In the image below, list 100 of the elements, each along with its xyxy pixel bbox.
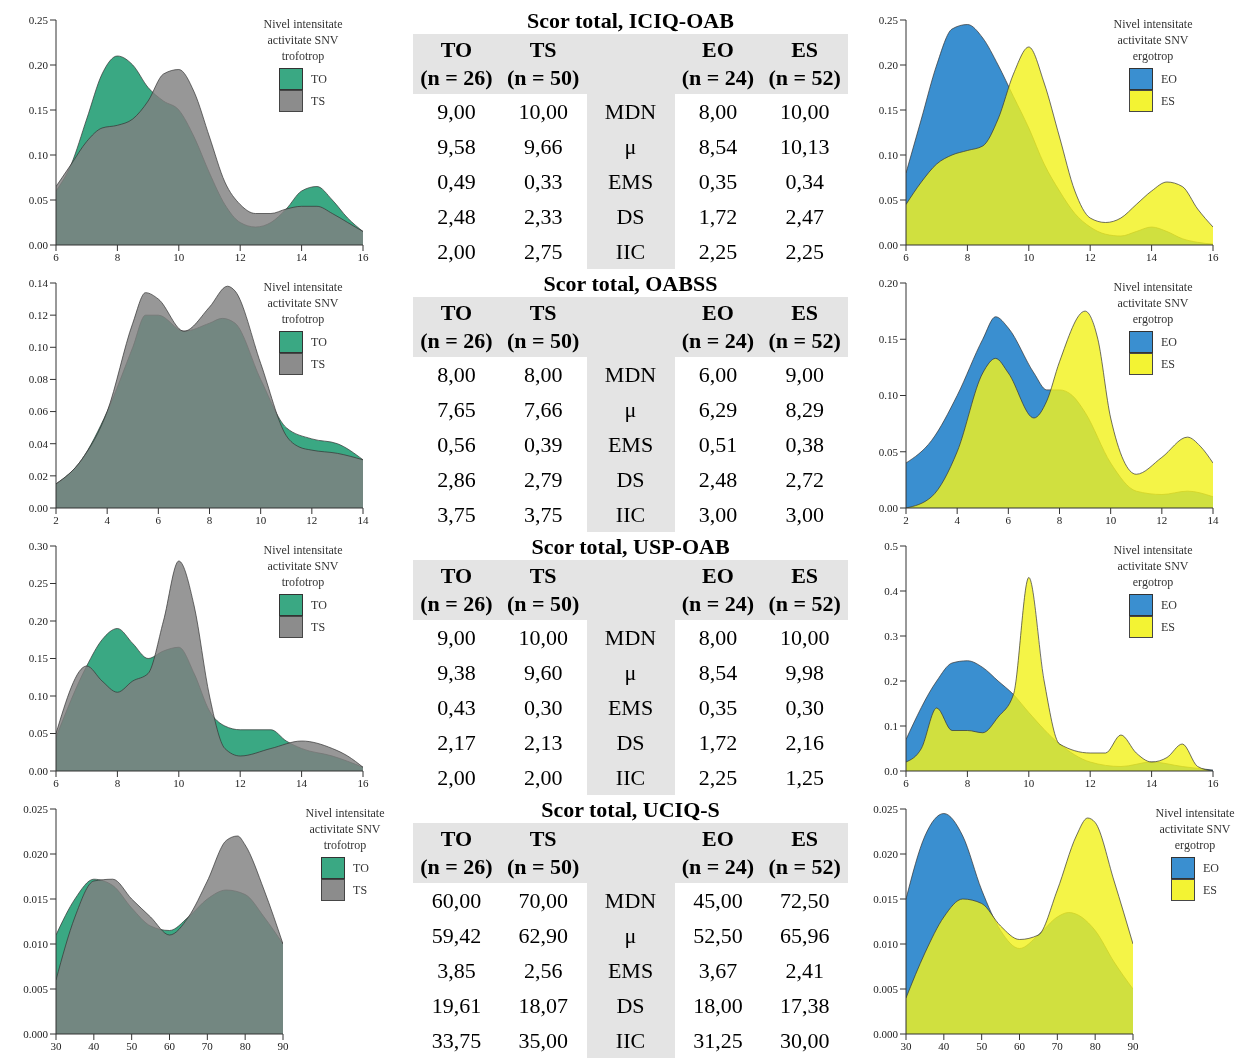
legend-label: EO (1161, 597, 1177, 613)
text: 3,00 (698, 501, 738, 527)
category-label: MDN (604, 361, 657, 387)
category-label: EMS (607, 431, 654, 457)
text: 8,00 (437, 361, 476, 387)
text: 2,79 (523, 466, 563, 492)
text: 9,00 (437, 624, 476, 650)
text: 9,66 (523, 133, 563, 159)
x-tick-label: 12 (234, 776, 246, 789)
x-tick-label: 40 (938, 1039, 950, 1052)
legend-label: TO (311, 334, 327, 350)
text: 0,51 (698, 431, 738, 457)
text: 8,54 (698, 659, 738, 685)
text: 45,00 (693, 887, 743, 913)
y-tick-label: 0.000 (23, 1027, 49, 1040)
y-tick-label: 0.20 (878, 276, 899, 289)
text: 72,50 (779, 887, 830, 913)
x-tick-label: 4 (104, 513, 111, 526)
category-label: μ (624, 922, 637, 948)
category-label: DS (616, 729, 645, 755)
category-label: EMS (607, 694, 654, 720)
text: 8,54 (698, 133, 738, 159)
category-label: MDN (604, 887, 657, 913)
y-tick-label: 0.06 (28, 405, 49, 418)
x-tick-label: 16 (357, 250, 369, 263)
y-tick-label: 0.15 (878, 333, 899, 346)
x-tick-label: 90 (1127, 1039, 1139, 1052)
legend-label: ES (1161, 93, 1176, 109)
legend-label: TO (311, 597, 327, 613)
category-label: TS (n = 50) (499, 299, 587, 355)
text: 2,00 (437, 764, 476, 790)
y-tick-label: 0.015 (23, 892, 49, 905)
x-tick-label: 12 (234, 250, 246, 263)
category-label: TO (n = 26) (413, 825, 500, 881)
x-tick-label: 50 (976, 1039, 988, 1052)
x-tick-label: 60 (1014, 1039, 1026, 1052)
y-tick-label: 0.00 (28, 238, 49, 251)
text: 3,67 (698, 957, 738, 983)
category-label: EO (n = 24) (674, 825, 762, 881)
y-tick-label: 0.08 (28, 373, 49, 386)
y-tick-label: 0.10 (28, 341, 49, 354)
text: 30,00 (779, 1027, 830, 1053)
x-tick-label: 10 (1105, 513, 1117, 526)
text: 0,35 (698, 168, 738, 194)
category-label: EO (n = 24) (674, 562, 762, 618)
text: 3,75 (523, 501, 563, 527)
text: 9,00 (437, 98, 476, 124)
x-tick-label: 16 (357, 776, 369, 789)
category-label: IIC (615, 501, 646, 527)
x-tick-label: 70 (201, 1039, 214, 1052)
x-tick-label: 80 (239, 1039, 252, 1052)
x-tick-label: 6 (53, 250, 60, 263)
text: Scor total, USP-OAB (530, 534, 731, 560)
category-label: MDN (604, 98, 657, 124)
text: 7,65 (437, 396, 476, 422)
legend-title: Nivel intensitate activitate SNV ergotrop (1112, 279, 1194, 327)
text: 0,38 (785, 431, 824, 457)
y-tick-label: 0.30 (28, 539, 49, 552)
y-tick-label: 0.00 (878, 238, 899, 251)
legend-label: TO (311, 71, 327, 87)
y-tick-label: 0.005 (873, 982, 899, 995)
legend-label: ES (1203, 882, 1218, 898)
text: 8,00 (523, 361, 563, 387)
x-tick-label: 2 (53, 513, 59, 526)
text: 9,98 (785, 659, 824, 685)
y-tick-label: 0.010 (873, 937, 899, 950)
x-tick-label: 16 (1207, 250, 1219, 263)
category-label: IIC (615, 764, 646, 790)
legend-title: Nivel intensitate activitate SNV trofotrop (262, 279, 344, 327)
category-label: TS (n = 50) (499, 825, 587, 881)
category-label: EO (n = 24) (674, 36, 762, 92)
y-tick-label: 0.05 (878, 193, 899, 206)
x-tick-label: 30 (50, 1039, 62, 1052)
x-tick-label: 8 (114, 776, 121, 789)
text: 10,00 (779, 98, 830, 124)
text: 6,00 (698, 361, 738, 387)
text: 2,47 (785, 203, 824, 229)
x-tick-label: 14 (357, 513, 369, 526)
y-tick-label: 0.025 (873, 802, 899, 815)
y-tick-label: 0.14 (28, 276, 49, 289)
category-label: DS (616, 203, 645, 229)
legend-title: Nivel intensitate activitate SNV ergotrop (1112, 16, 1194, 64)
text: 2,48 (698, 466, 738, 492)
y-tick-label: 0.25 (28, 13, 49, 26)
x-tick-label: 10 (255, 513, 267, 526)
text: 0,30 (523, 694, 563, 720)
y-tick-label: 0.025 (23, 802, 49, 815)
y-tick-label: 0.10 (878, 389, 899, 402)
text: 70,00 (518, 887, 568, 913)
legend-label: TS (311, 619, 326, 635)
x-tick-label: 2 (903, 513, 909, 526)
y-tick-label: 0.05 (28, 193, 49, 206)
text: 0,49 (437, 168, 476, 194)
x-tick-label: 14 (1207, 513, 1219, 526)
text: 0,39 (523, 431, 563, 457)
legend-label: ES (1161, 619, 1176, 635)
text: 0,34 (785, 168, 824, 194)
x-tick-label: 30 (900, 1039, 912, 1052)
text: 2,00 (437, 238, 476, 264)
category-label: IIC (615, 1027, 646, 1053)
